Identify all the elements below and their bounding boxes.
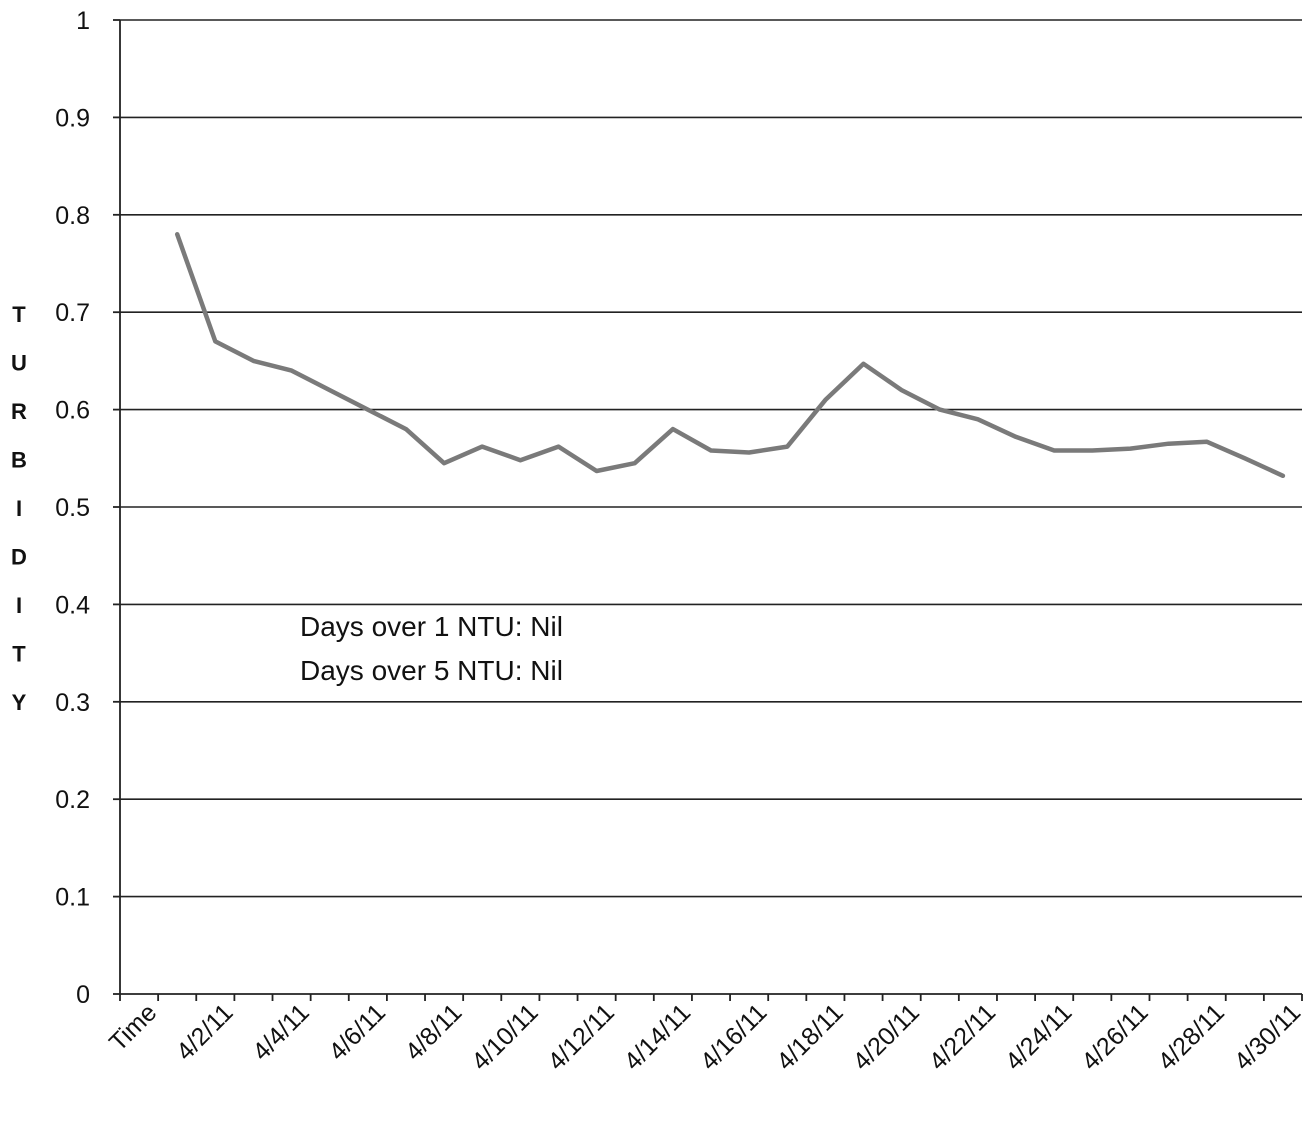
x-tick-label: 4/20/11 — [847, 998, 924, 1075]
y-tick-label: 0.6 — [55, 397, 90, 425]
x-tick-label: 4/4/11 — [247, 998, 315, 1066]
annotation-days-over-5-ntu: Days over 5 NTU: Nil — [300, 655, 563, 686]
y-axis-label-char: T — [12, 302, 26, 327]
y-axis-label-char: T — [12, 642, 26, 667]
y-tick-label: 0.5 — [55, 494, 90, 522]
y-tick-label: 0.4 — [55, 591, 90, 619]
y-axis-label-char: R — [11, 399, 27, 424]
x-tick-labels: Time 4/2/11 4/4/11 4/6/11 4/8/114/10/114/12/… — [104, 998, 1306, 1075]
series-lines — [174, 232, 1286, 479]
axes — [113, 19, 1303, 1001]
y-tick-label: 0.2 — [55, 786, 90, 814]
y-tick-label: 0.1 — [55, 884, 90, 912]
y-tick-labels: 0 0.1 0.2 0.3 0.4 0.5 0.6 0.7 0.8 0.9 1 — [55, 7, 90, 1009]
x-tick-label: 4/14/11 — [619, 998, 696, 1075]
y-tick-label: 1 — [76, 7, 90, 35]
x-tick-label: 4/2/11 — [171, 998, 239, 1066]
y-axis-label-char: I — [16, 496, 22, 521]
turbidity-series-line — [174, 232, 1286, 479]
y-tick-label: 0.9 — [55, 104, 90, 132]
x-tick-label: 4/22/11 — [924, 998, 1001, 1075]
y-axis-label-char: B — [11, 448, 27, 473]
y-tick-label: 0 — [76, 981, 90, 1009]
grid-lines — [120, 19, 1302, 898]
y-axis-label-char: I — [16, 593, 22, 618]
y-axis-label-char: D — [11, 545, 27, 570]
x-tick-label: 4/30/11 — [1229, 998, 1306, 1075]
y-tick-label: 0.8 — [55, 202, 90, 230]
annotations: Days over 1 NTU: Nil Days over 5 NTU: Ni… — [300, 611, 563, 686]
x-tick-label: 4/6/11 — [324, 998, 392, 1066]
x-tick-label: 4/8/11 — [400, 998, 468, 1066]
x-tick-label: 4/16/11 — [695, 998, 772, 1075]
x-tick-label: 4/24/11 — [1000, 998, 1077, 1075]
x-tick-label: 4/28/11 — [1153, 998, 1230, 1075]
x-tick-label: 4/26/11 — [1076, 998, 1153, 1075]
y-tick-label: 0.7 — [55, 299, 90, 327]
y-axis-label-char: U — [11, 351, 27, 376]
x-tick-label: 4/10/11 — [466, 998, 543, 1075]
x-tick-label: 4/18/11 — [771, 998, 848, 1075]
x-tick-label: 4/12/11 — [542, 998, 619, 1075]
annotation-days-over-1-ntu: Days over 1 NTU: Nil — [300, 611, 563, 642]
y-tick-label: 0.3 — [55, 689, 90, 717]
x-tick-label: Time — [104, 998, 162, 1056]
y-axis-label-char: Y — [12, 690, 27, 715]
